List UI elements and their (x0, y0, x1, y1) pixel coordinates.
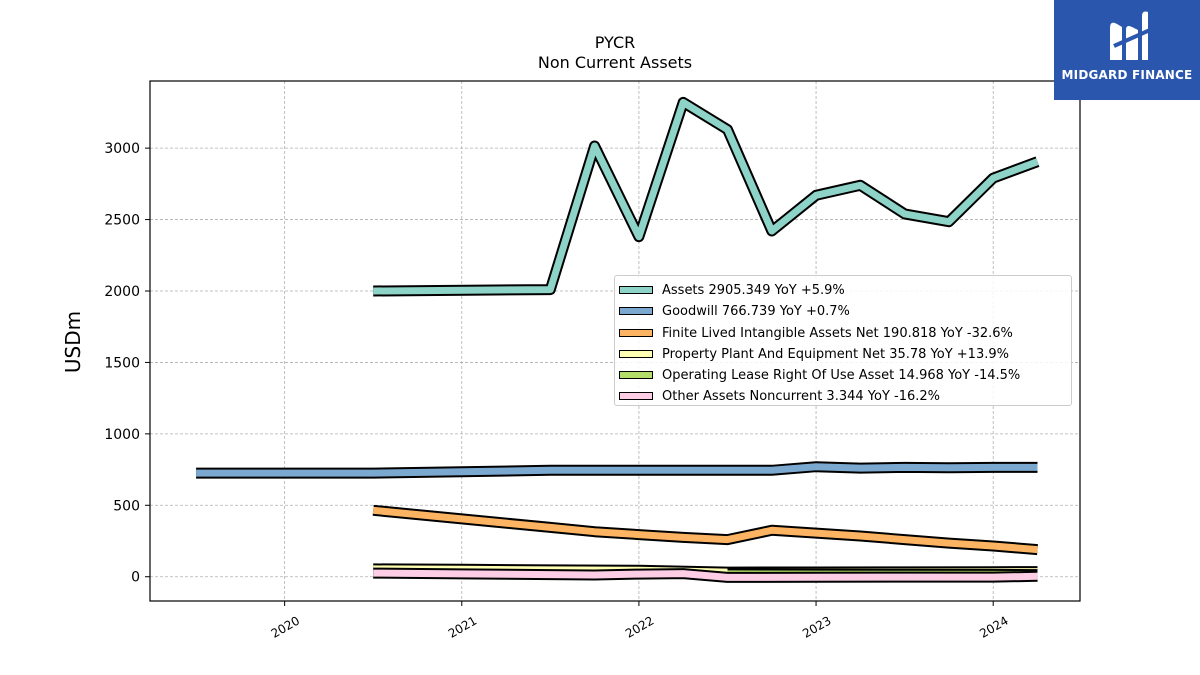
legend-item: Goodwill 766.739 YoY +0.7% (615, 301, 1071, 322)
legend-label: Goodwill 766.739 YoY +0.7% (662, 304, 850, 320)
midgard-finance-logo: MIDGARD FINANCE (1054, 0, 1200, 100)
chart-subtitle: Non Current Assets (538, 53, 692, 72)
legend-item: Property Plant And Equipment Net 35.78 Y… (615, 344, 1071, 365)
x-tick-label: 2021 (446, 613, 479, 640)
legend-label: Property Plant And Equipment Net 35.78 Y… (662, 346, 1009, 362)
y-tick-label: 0 (131, 570, 140, 586)
plot-frame (149, 80, 1081, 602)
y-axis-label: USDm (61, 311, 85, 373)
x-tick-label: 2022 (623, 613, 656, 640)
legend-item: Operating Lease Right Of Use Asset 14.96… (615, 365, 1071, 386)
series-outline-assets (373, 96, 1040, 297)
chart-title: PYCR (595, 33, 635, 52)
series-line-goodwill (196, 463, 1038, 477)
y-tick-label: 2000 (104, 284, 140, 300)
legend-item: Other Assets Noncurrent 3.344 YoY -16.2% (615, 386, 1071, 407)
legend-swatch (619, 328, 653, 337)
ticks: 0 500 1000 1500 2000 2500 3000 2020 2021 2022 2023… (104, 141, 1010, 641)
series-line-assets (373, 98, 1039, 295)
y-tick-label: 1500 (104, 355, 140, 371)
x-tick-label: 2024 (977, 613, 1010, 640)
y-tick-label: 1000 (104, 427, 140, 443)
y-tick-label: 500 (113, 498, 140, 514)
legend-swatch (619, 307, 653, 316)
x-tick-label: 2020 (269, 613, 302, 640)
logo-mark-icon (1110, 11, 1151, 61)
legend-swatch (619, 349, 653, 358)
legend-label: Operating Lease Right Of Use Asset 14.96… (662, 368, 1021, 384)
y-tick-label: 3000 (104, 141, 140, 157)
legend-swatch (619, 392, 653, 401)
legend-label: Finite Lived Intangible Assets Net 190.8… (662, 325, 1013, 341)
y-tick-label: 2500 (104, 213, 140, 229)
legend: Assets 2905.349 YoY +5.9% Goodwill 766.73… (614, 275, 1072, 406)
series-line-finite-lived-intangible-assets-net (372, 506, 1038, 554)
legend-item: Assets 2905.349 YoY +5.9% (615, 280, 1071, 301)
legend-item: Finite Lived Intangible Assets Net 190.8… (615, 323, 1071, 344)
logo-text: MIDGARD FINANCE (1061, 68, 1193, 82)
legend-label: Other Assets Noncurrent 3.344 YoY -16.2% (662, 389, 941, 405)
x-tick-label: 2023 (800, 613, 833, 640)
series-group (196, 96, 1040, 583)
legend-swatch (619, 286, 653, 294)
legend-label: Assets 2905.349 YoY +5.9% (662, 283, 845, 298)
series-line-other-assets-noncurrent (373, 569, 1038, 581)
legend-swatch (619, 371, 653, 380)
